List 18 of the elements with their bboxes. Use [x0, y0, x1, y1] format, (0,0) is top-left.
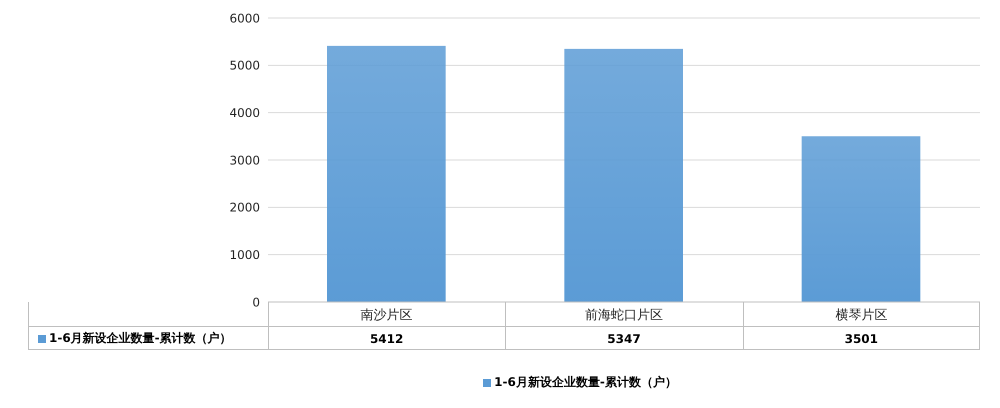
y-tick-label: 1000: [229, 248, 260, 262]
x-tick-label: 南沙片区: [360, 307, 413, 322]
y-tick-label: 4000: [229, 106, 260, 120]
text: 1-6月新设企业数量-累计数（户）: [49, 331, 232, 345]
bar: [327, 46, 446, 302]
y-tick-label: 0: [252, 295, 260, 310]
y-tick-label: 6000: [229, 11, 260, 26]
bar: [802, 136, 920, 302]
y-tick-label: 2000: [229, 200, 260, 215]
x-tick-label: 前海蛇口片区: [585, 307, 663, 322]
y-tick-label: 5000: [229, 58, 260, 73]
legend-label: 1-6月新设企业数量-累计数（户）: [494, 374, 677, 391]
bar: [564, 48, 683, 302]
y-tick-label: 3000: [229, 153, 260, 168]
data-label: 5412: [368, 332, 404, 346]
x-tick-label: 横琴片区: [835, 307, 888, 322]
data-label: 3501: [844, 332, 880, 346]
data-label: 5347: [606, 332, 642, 346]
